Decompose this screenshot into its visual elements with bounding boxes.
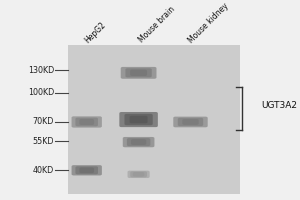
FancyBboxPatch shape [75, 166, 98, 174]
Text: 130KD: 130KD [28, 66, 54, 75]
FancyBboxPatch shape [130, 171, 147, 177]
FancyBboxPatch shape [127, 138, 150, 146]
FancyBboxPatch shape [79, 119, 94, 125]
FancyBboxPatch shape [79, 167, 94, 173]
FancyBboxPatch shape [121, 67, 157, 79]
FancyBboxPatch shape [123, 137, 154, 147]
FancyBboxPatch shape [72, 165, 102, 175]
Text: Mouse brain: Mouse brain [137, 5, 177, 45]
FancyBboxPatch shape [173, 117, 208, 127]
Text: HepG2: HepG2 [82, 20, 107, 45]
FancyBboxPatch shape [119, 112, 158, 127]
FancyBboxPatch shape [130, 116, 148, 123]
Text: Mouse kidney: Mouse kidney [186, 1, 230, 45]
FancyBboxPatch shape [125, 68, 152, 77]
Text: 55KD: 55KD [32, 137, 54, 146]
FancyBboxPatch shape [75, 118, 98, 126]
FancyBboxPatch shape [130, 70, 147, 76]
FancyBboxPatch shape [124, 114, 153, 125]
Bar [68, 45, 240, 194]
FancyBboxPatch shape [72, 116, 102, 128]
FancyBboxPatch shape [131, 139, 146, 145]
Text: 100KD: 100KD [28, 88, 54, 97]
FancyBboxPatch shape [182, 119, 199, 125]
FancyBboxPatch shape [178, 118, 203, 126]
Text: 40KD: 40KD [33, 166, 54, 175]
Text: UGT3A2: UGT3A2 [262, 101, 298, 110]
Text: 70KD: 70KD [33, 117, 54, 126]
FancyBboxPatch shape [128, 171, 150, 178]
